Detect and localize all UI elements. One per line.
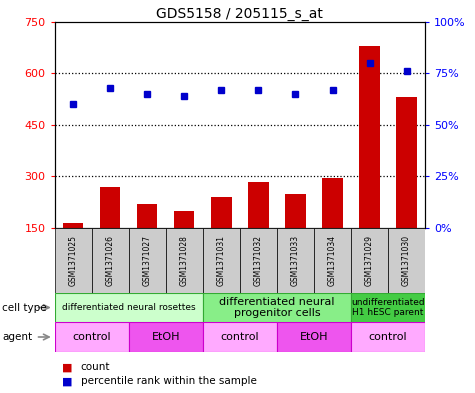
Bar [351, 322, 425, 352]
Text: GSM1371025: GSM1371025 [69, 235, 77, 286]
Text: count: count [81, 362, 110, 373]
Title: GDS5158 / 205115_s_at: GDS5158 / 205115_s_at [156, 7, 323, 20]
Bar [351, 228, 388, 293]
Bar [277, 322, 351, 352]
Bar [323, 178, 342, 279]
Bar [203, 322, 277, 352]
Text: GSM1371030: GSM1371030 [402, 235, 411, 286]
Bar [314, 228, 351, 293]
Bar [55, 322, 129, 352]
Text: GSM1371026: GSM1371026 [106, 235, 114, 286]
Text: GSM1371032: GSM1371032 [254, 235, 263, 286]
Bar [92, 228, 129, 293]
Bar [166, 228, 203, 293]
Bar [100, 187, 120, 279]
Bar [211, 197, 231, 279]
Text: GSM1371027: GSM1371027 [143, 235, 152, 286]
Bar [137, 204, 157, 279]
Text: control: control [369, 332, 408, 342]
Text: GSM1371031: GSM1371031 [217, 235, 226, 286]
Bar [248, 182, 268, 279]
Bar [351, 293, 425, 322]
Text: GSM1371029: GSM1371029 [365, 235, 374, 286]
Text: EtOH: EtOH [300, 332, 328, 342]
Bar [388, 228, 425, 293]
Text: ■: ■ [62, 362, 72, 373]
Bar [129, 322, 203, 352]
Bar [203, 293, 351, 322]
Text: control: control [220, 332, 259, 342]
Bar [203, 228, 240, 293]
Bar [63, 223, 83, 279]
Bar [240, 228, 277, 293]
Text: GSM1371028: GSM1371028 [180, 235, 189, 286]
Bar [174, 211, 194, 279]
Bar [129, 228, 166, 293]
Bar [397, 97, 417, 279]
Text: cell type: cell type [2, 303, 47, 312]
Text: GSM1371033: GSM1371033 [291, 235, 300, 286]
Bar [55, 293, 203, 322]
Text: differentiated neural
progenitor cells: differentiated neural progenitor cells [219, 297, 335, 318]
Text: GSM1371034: GSM1371034 [328, 235, 337, 286]
Bar [277, 228, 314, 293]
Bar [285, 193, 305, 279]
Text: percentile rank within the sample: percentile rank within the sample [81, 376, 256, 386]
Text: agent: agent [2, 332, 32, 342]
Bar [55, 228, 92, 293]
Text: undifferentiated
H1 hESC parent: undifferentiated H1 hESC parent [352, 298, 425, 317]
Text: EtOH: EtOH [152, 332, 180, 342]
Bar [360, 46, 380, 279]
Text: differentiated neural rosettes: differentiated neural rosettes [62, 303, 196, 312]
Text: control: control [72, 332, 111, 342]
Text: ■: ■ [62, 376, 72, 386]
